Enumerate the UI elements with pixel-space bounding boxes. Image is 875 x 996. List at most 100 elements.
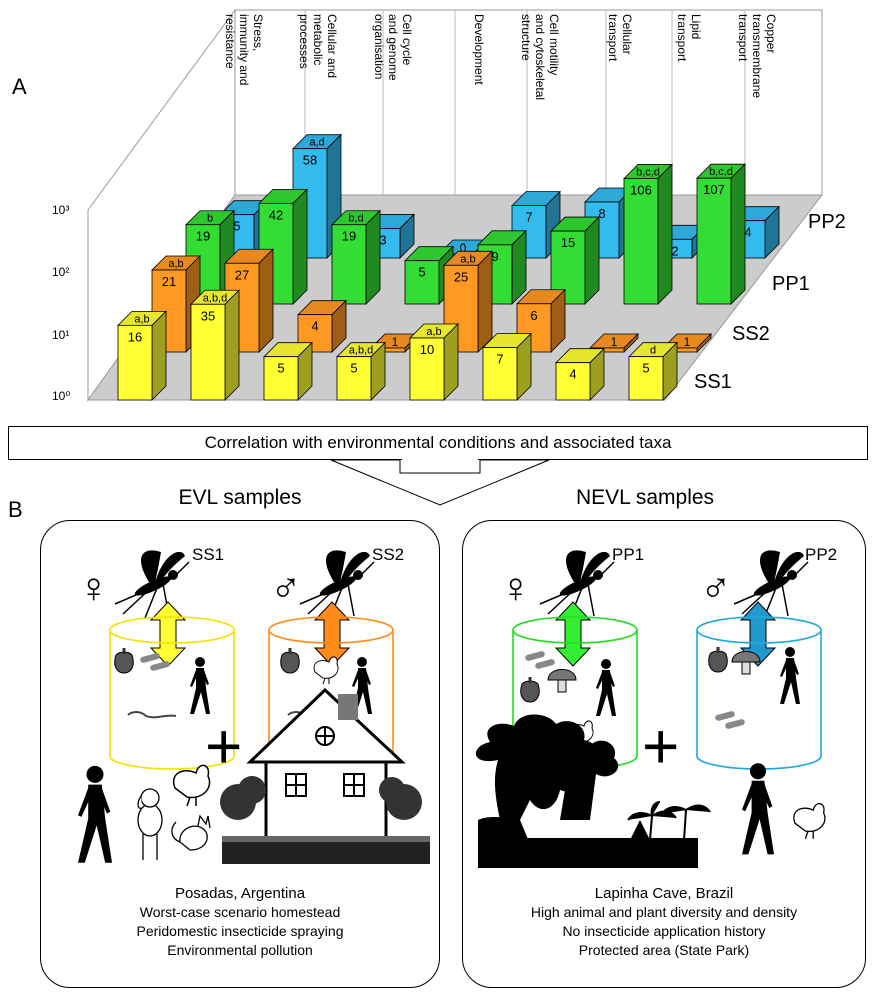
- bar-value-label: 7: [496, 352, 503, 367]
- bar-value-label: 21: [162, 274, 176, 289]
- category-label: Stress,immunity andresistance: [223, 14, 265, 85]
- bar-ss1: 5d: [628, 341, 678, 401]
- bar-side: [730, 163, 746, 305]
- cat-icon: [171, 814, 211, 851]
- bar-significance-label: b,c,d: [636, 166, 660, 178]
- category-label: Cell cycleand genomeorganisation: [372, 14, 414, 81]
- category-label: Lipidtransport: [675, 14, 703, 62]
- evl-caption-line: Environmental pollution: [167, 942, 313, 958]
- y-tick-label: 10²: [52, 265, 69, 279]
- bar-side: [477, 250, 493, 353]
- bar-value-label: 27: [235, 267, 249, 282]
- series-label-pp1: PP1: [772, 273, 810, 295]
- bar-value-label: 25: [454, 269, 468, 284]
- bacteria-icon: [714, 710, 736, 722]
- human-icon: [190, 657, 210, 714]
- bacteria-icon: [524, 650, 546, 662]
- bacteria-icon: [534, 658, 556, 670]
- nevl-caption-line: No insecticide application history: [562, 923, 766, 939]
- evl-caption-line: Peridomestic insecticide spraying: [136, 923, 344, 939]
- bar-value-label: 5: [642, 361, 649, 376]
- bar-side: [584, 216, 600, 305]
- bar-ss1: 35 a,b,d: [190, 289, 240, 401]
- evl-caption-location: Posadas, Argentina: [174, 885, 306, 902]
- panel-b-illustrations: ♀ SS1 ♂ SS2 +: [78, 545, 837, 868]
- bar-significance-label: a,b: [168, 258, 183, 270]
- bar-value-label: 5: [233, 219, 240, 234]
- bar-value-label: 107: [703, 182, 725, 197]
- bar-value-label: 5: [418, 265, 425, 280]
- bar-front: [404, 260, 440, 305]
- mushroom-icon: [547, 669, 577, 693]
- bar-significance-label: a,b: [460, 253, 475, 265]
- nevl-caption: Lapinha Cave, Brazil High animal and pla…: [478, 884, 850, 960]
- sample-label-ss2: SS2: [372, 545, 404, 564]
- dog-icon: [137, 788, 163, 860]
- category-label: Cellulartransport: [606, 14, 634, 62]
- y-tick-label: 10⁰: [52, 389, 70, 403]
- pepper-icon: [708, 646, 728, 673]
- bar-significance-label: a,b: [426, 326, 441, 338]
- bar-significance-label: a,b,d: [203, 292, 227, 304]
- bar-pp1: 42: [258, 188, 308, 305]
- bar-ss1: 5 a,b,d: [336, 341, 386, 401]
- bar-side: [224, 289, 240, 401]
- bar-value-label: 5: [350, 361, 357, 376]
- double-arrow-icon: [554, 601, 592, 667]
- nevl-caption-line: High animal and plant diversity and dens…: [530, 904, 798, 920]
- bar-front: [696, 177, 732, 305]
- bar-ss1: 7: [482, 332, 532, 401]
- female-symbol-icon: ♀: [500, 564, 532, 611]
- panel-a-label: A: [12, 74, 27, 99]
- bar-front: [263, 356, 299, 401]
- bar-side: [258, 248, 274, 353]
- y-tick-label: 10³: [52, 203, 69, 217]
- bar-significance-label: b,c,d: [709, 166, 733, 178]
- tree-icon: [475, 714, 698, 868]
- panel-b-label: B: [8, 497, 23, 522]
- bar-value-label: 106: [630, 182, 652, 197]
- category-label: Cell motilityand cytoskeletalstructure: [519, 14, 561, 100]
- bar-value-label: 6: [530, 308, 537, 323]
- bar-value-label: 16: [128, 329, 142, 344]
- nevl-title: NEVL samples: [575, 486, 715, 509]
- male-symbol-icon: ♂: [700, 564, 732, 611]
- bacteria-icon: [724, 718, 746, 730]
- series-row-labels: PP2 PP1 SS2 SS1: [694, 211, 846, 393]
- bar-front: [555, 362, 591, 401]
- chicken-icon: [172, 764, 211, 807]
- human-icon: [780, 647, 800, 704]
- bar-value-label: 4: [744, 225, 751, 240]
- evl-panel: [40, 520, 440, 988]
- nevl-caption-line: Protected area (State Park): [578, 942, 750, 958]
- bar-value-label: 15: [561, 235, 575, 250]
- pepper-icon: [520, 676, 540, 703]
- bar-value-label: 8: [598, 206, 605, 221]
- human-icon: [78, 765, 113, 863]
- bar-front: [190, 303, 226, 401]
- bar-side: [657, 163, 673, 305]
- bar-side: [151, 310, 167, 401]
- correlation-banner: Correlation with environmental condition…: [8, 426, 868, 460]
- female-symbol-icon: ♀: [78, 564, 110, 611]
- bar-chart-3d: 10⁰ 10¹ 10² 10³ Stress,immunity andresis…: [52, 8, 846, 403]
- bar-value-label: 42: [269, 207, 283, 222]
- bar-ss2: 4: [297, 299, 347, 353]
- bar-significance-label: b: [207, 213, 213, 225]
- bar-value-label: 3: [379, 232, 386, 247]
- category-label: Coppertransmembranetransport: [736, 14, 778, 98]
- chicken-icon: [313, 656, 339, 685]
- bar-side: [292, 188, 308, 305]
- bar-side: [443, 323, 459, 401]
- human-icon: [596, 659, 616, 716]
- human-icon: [741, 763, 774, 855]
- plus-icon: +: [642, 710, 679, 782]
- sample-label-pp2: PP2: [805, 545, 837, 564]
- nevl-panel: [462, 520, 866, 988]
- bar-value-label: 4: [569, 367, 576, 382]
- category-labels: Stress,immunity andresistance Cellular an…: [223, 14, 778, 100]
- house-icon: [246, 687, 406, 842]
- bar-significance-label: d: [650, 345, 656, 357]
- series-label-ss2: SS2: [732, 323, 770, 345]
